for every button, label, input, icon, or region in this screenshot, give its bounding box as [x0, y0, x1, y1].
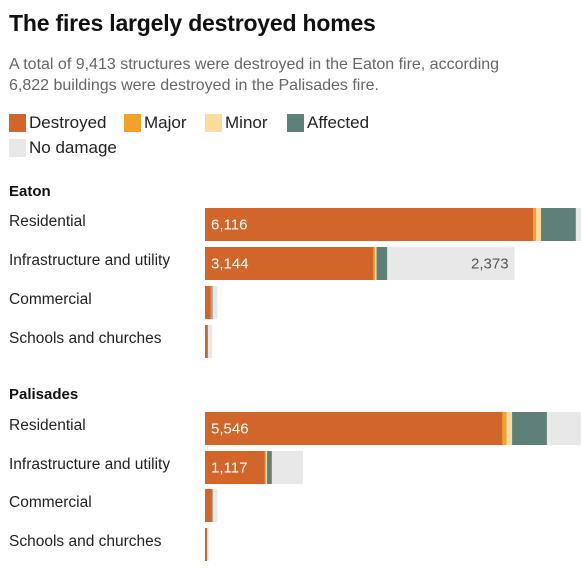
bar-palisades-2-destroyed [205, 451, 265, 484]
bar-eaton-2-major [373, 247, 375, 280]
legend-swatch-major [124, 114, 141, 132]
bar-eaton-4-no-damage [207, 325, 213, 358]
legend-swatch-minor [205, 114, 222, 132]
bar-palisades-2-major [264, 451, 266, 484]
bar-palisades-3-destroyed [205, 489, 212, 522]
legend-swatch-affected [287, 114, 304, 132]
chart-subtitle: A total of 9,413 structures were destroy… [9, 56, 500, 94]
bar-palisades-1-affected [512, 412, 547, 445]
bar-palisades-4-no-damage [207, 528, 209, 561]
row-label-eaton-commercial: Commercial [9, 291, 92, 308]
bar-palisades-2-no-damage [271, 451, 303, 484]
bar-palisades-3-minor [211, 489, 213, 522]
row-label-eaton-residential: Residential [9, 213, 86, 230]
legend-swatch-destroyed [9, 114, 26, 132]
bar-eaton-1-destroyed [205, 208, 533, 241]
bar-eaton-3-no-damage [212, 286, 218, 319]
data-label-palisades-1-destroyed: 5,546 [211, 421, 249, 438]
row-label-palisades-infrastructure: Infrastructure and utility [9, 456, 171, 473]
bar-eaton-1-no-damage [575, 208, 581, 241]
bar-eaton-3-minor [210, 286, 212, 319]
bar-palisades-2-minor [265, 451, 268, 484]
bar-eaton-1-minor [536, 208, 542, 241]
data-label-eaton-2-destroyed: 3,144 [211, 256, 249, 273]
bar-palisades-1-no-damage [546, 412, 581, 445]
bar-eaton-2-minor [374, 247, 377, 280]
bar-eaton-1-affected [541, 208, 576, 241]
row-label-eaton-schools: Schools and churches [9, 330, 162, 347]
bar-palisades-2-affected [267, 451, 272, 484]
bar-eaton-2-affected [376, 247, 388, 280]
bar-eaton-4-destroyed [205, 325, 208, 358]
legend-label: Destroyed [29, 113, 107, 132]
bar-eaton-3-affected [211, 286, 213, 319]
legend-label: Affected [307, 113, 370, 132]
bar-palisades-1-destroyed [205, 412, 503, 445]
legend-label: No damage [29, 138, 117, 157]
row-label-palisades-residential: Residential [9, 417, 86, 434]
data-label-eaton-1-destroyed: 6,116 [211, 217, 247, 234]
bar-eaton-3-destroyed [205, 286, 211, 319]
bar-palisades-1-major [502, 412, 507, 445]
bar-eaton-2-destroyed [205, 247, 374, 280]
legend-label: Major [144, 113, 187, 132]
row-label-eaton-infrastructure: Infrastructure and utility [9, 252, 171, 269]
bar-palisades-4-destroyed [205, 528, 208, 561]
bar-palisades-3-no-damage [213, 489, 218, 522]
row-label-palisades-schools: Schools and churches [9, 533, 162, 550]
legend-label: Minor [225, 113, 268, 132]
row-label-palisades-commercial: Commercial [9, 494, 92, 511]
legend-swatch-no-damage [9, 139, 26, 157]
chart-title: The fires largely destroyed homes [9, 10, 376, 36]
bar-eaton-2-no-damage [387, 247, 515, 280]
data-label-palisades-2-destroyed: 1,117 [211, 460, 247, 477]
group-title-palisades: Palisades [9, 386, 79, 403]
bar-palisades-3-affected [212, 489, 214, 522]
bar-palisades-1-minor [506, 412, 513, 445]
bar-eaton-1-major [533, 208, 537, 241]
data-label-eaton-2-no-damage: 2,373 [471, 256, 509, 273]
group-title-eaton: Eaton [9, 183, 51, 200]
